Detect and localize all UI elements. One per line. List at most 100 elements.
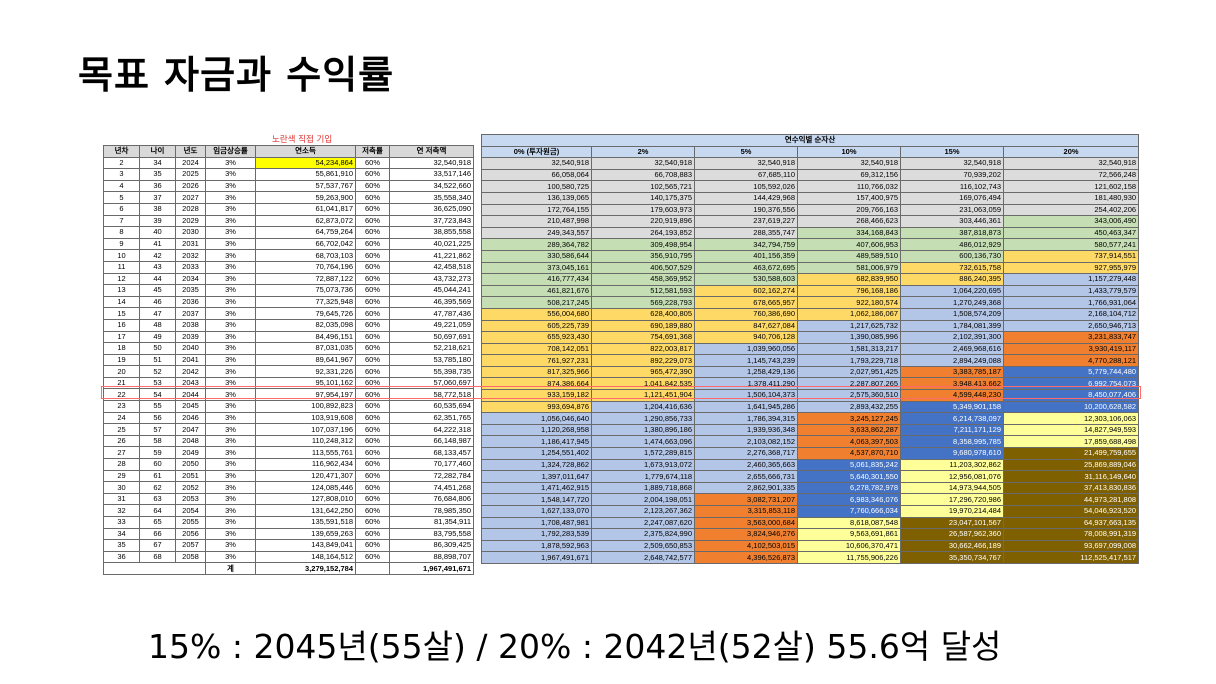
- table-cell: 3,245,127,245: [797, 412, 901, 425]
- table-cell: 288,355,747: [694, 226, 798, 240]
- table-cell: 1,157,279,448: [1002, 273, 1140, 286]
- income-savings-table: 년차 나이 년도 임금상승률 연소득 저축률 연 저축액 2 34 2024 3% 54…: [103, 145, 474, 575]
- table-cell: 3%: [205, 318, 256, 332]
- table-row: 19 51 2041 3% 89,641,967 60% 53,785,180: [103, 353, 474, 367]
- table-cell: 817,325,966: [481, 365, 592, 379]
- table-cell: 62,873,072: [255, 214, 356, 228]
- table-cell: 66,058,064: [481, 168, 592, 182]
- table-cell: 37,723,843: [389, 214, 474, 228]
- table-cell: 40: [139, 226, 176, 239]
- table-cell: 5: [103, 191, 140, 204]
- table-cell: 60%: [355, 400, 390, 413]
- table-cell: 100,892,823: [255, 400, 356, 413]
- header-age: 나이: [139, 145, 176, 158]
- table-cell: 2,469,968,616: [900, 342, 1004, 356]
- table-cell: 580,577,241: [1002, 238, 1140, 251]
- table-cell: 2,102,391,300: [900, 331, 1004, 344]
- table-cell: 1,939,936,348: [694, 423, 798, 437]
- table-cell: 22: [103, 388, 140, 402]
- table-cell: 4,599,448,230: [900, 389, 1004, 402]
- table-cell: 61: [139, 469, 176, 483]
- table-cell: 64,937,663,135: [1002, 516, 1140, 530]
- table-cell: 2,004,198,051: [591, 493, 695, 506]
- table-row: 655,923,430 754,691,368 940,706,128 1,390,0…: [481, 331, 1140, 344]
- table-cell: 3%: [205, 272, 256, 286]
- table-row: 27 59 2049 3% 113,555,761 60% 68,133,457: [103, 446, 474, 460]
- table-cell: 2,509,650,853: [591, 539, 695, 553]
- table-row: 6 38 2028 3% 61,041,817 60% 36,625,090: [103, 202, 474, 216]
- table-cell: 45,044,241: [389, 284, 474, 297]
- table-cell: 32: [103, 504, 140, 517]
- table-cell: 1,784,081,399: [900, 319, 1004, 333]
- table-cell: 36,625,090: [389, 202, 474, 216]
- table-row: 22 54 2044 3% 97,954,197 60% 58,772,518: [103, 388, 474, 402]
- table-row: 461,821,676 512,581,593 602,162,274 796,168…: [481, 284, 1140, 298]
- table-cell: 38: [139, 202, 176, 216]
- table-cell: 8,358,995,785: [900, 435, 1004, 449]
- table-cell: 30,662,466,189: [900, 539, 1004, 553]
- table-row: 36 68 2058 3% 148,164,512 60% 88,898,707: [103, 550, 474, 564]
- header-year-index: 년차: [103, 145, 140, 158]
- table-cell: 67: [139, 539, 176, 552]
- table-cell: 1,474,663,096: [591, 435, 695, 449]
- table-cell: 264,193,852: [591, 226, 695, 240]
- table-cell: 58,772,518: [389, 388, 474, 402]
- table-row: 30 62 2052 3% 124,085,446 60% 74,451,268: [103, 481, 474, 494]
- table-cell: 23: [103, 400, 140, 413]
- table-cell: 1,270,249,368: [900, 296, 1004, 309]
- table-cell: 100,580,725: [481, 180, 592, 193]
- table-cell: 89,641,967: [255, 353, 356, 367]
- table-cell: 1,471,462,915: [481, 481, 592, 495]
- table-cell: 3%: [205, 156, 256, 170]
- table-cell: 60%: [355, 469, 390, 483]
- table-cell: 2030: [175, 226, 206, 239]
- table-cell: 1,397,011,647: [481, 470, 592, 483]
- table-cell: 2042: [175, 365, 206, 378]
- table-cell: 2054: [175, 504, 206, 517]
- table-cell: 63: [139, 492, 176, 506]
- table-cell: 60%: [355, 458, 390, 471]
- table-cell: 9,563,691,861: [797, 528, 901, 541]
- table-cell: 60%: [355, 365, 390, 378]
- table-row: 1,878,592,963 2,509,650,853 4,102,503,015 1…: [481, 539, 1140, 553]
- table-cell: 55,861,910: [255, 168, 356, 181]
- table-cell: 2,168,104,712: [1002, 307, 1140, 321]
- table-cell: 822,003,817: [591, 342, 695, 356]
- table-cell: 131,642,250: [255, 504, 356, 517]
- empty-cell: [103, 562, 206, 575]
- table-cell: 3%: [205, 237, 256, 251]
- table-cell: 2052: [175, 481, 206, 494]
- table-cell: 2046: [175, 411, 206, 425]
- header-rate-5: 5%: [694, 145, 798, 159]
- table-cell: 678,665,957: [694, 296, 798, 309]
- table-cell: 3%: [205, 202, 256, 216]
- table-cell: 1,217,625,732: [797, 319, 901, 333]
- table-cell: 8: [103, 226, 140, 239]
- table-cell: 60%: [355, 411, 390, 425]
- table-cell: 682,839,950: [797, 273, 901, 286]
- table-cell: 60%: [355, 295, 390, 309]
- table-cell: 1,378,411,290: [694, 377, 798, 391]
- table-cell: 72,887,122: [255, 272, 356, 286]
- table-cell: 3%: [205, 434, 256, 448]
- table-cell: 36: [103, 550, 140, 564]
- table-cell: 1,039,960,056: [694, 342, 798, 356]
- table-cell: 102,565,721: [591, 180, 695, 193]
- table-cell: 26,587,962,360: [900, 528, 1004, 541]
- table-row: 1,324,728,862 1,673,913,072 2,460,365,663 5…: [481, 458, 1140, 472]
- table-cell: 220,919,896: [591, 215, 695, 228]
- table-cell: 34: [139, 156, 176, 170]
- table-cell: 760,386,690: [694, 307, 798, 321]
- table-cell: 87,031,035: [255, 342, 356, 355]
- table-cell: 754,691,368: [591, 331, 695, 344]
- table-cell: 5,349,901,158: [900, 400, 1004, 414]
- table-cell: 605,225,739: [481, 319, 592, 333]
- table-cell: 2053: [175, 492, 206, 506]
- table-cell: 60%: [355, 226, 390, 239]
- table-cell: 57: [139, 423, 176, 436]
- table-cell: 60%: [355, 550, 390, 564]
- table-cell: 46,395,569: [389, 295, 474, 309]
- table-cell: 52: [139, 365, 176, 378]
- table-cell: 3,948,413,662: [900, 377, 1004, 391]
- table-cell: 54,046,923,520: [1002, 505, 1140, 518]
